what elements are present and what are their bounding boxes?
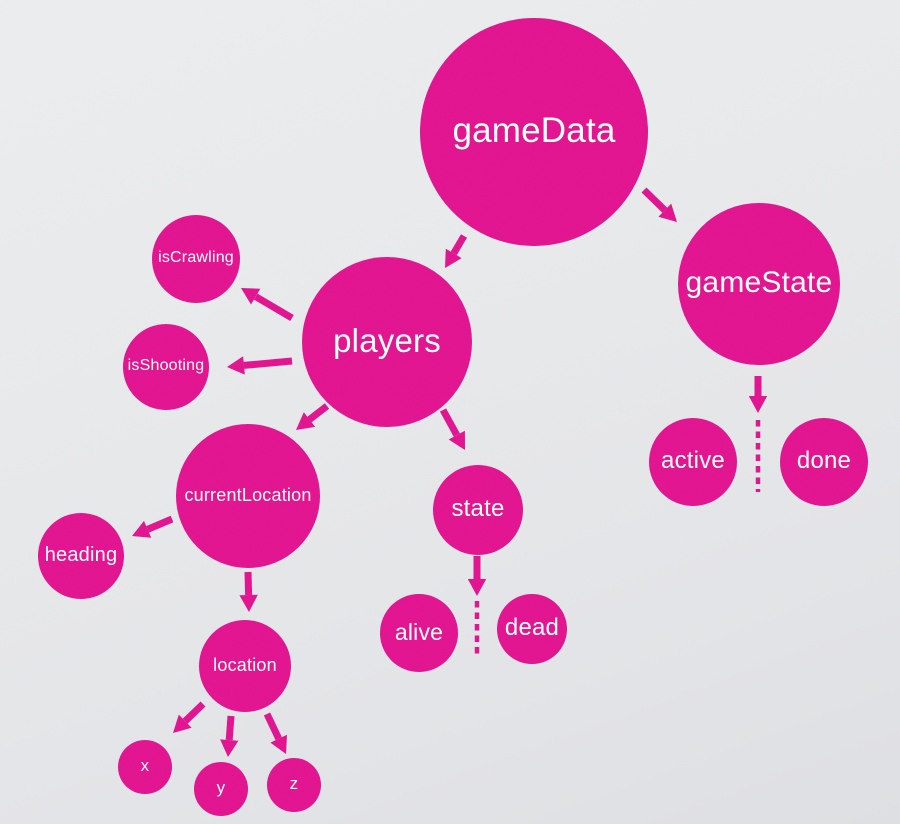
node-isShooting: isShooting bbox=[123, 324, 209, 410]
node-isCrawling: isCrawling bbox=[152, 215, 240, 303]
node-label-players: players bbox=[333, 321, 441, 359]
node-players: players bbox=[302, 257, 472, 427]
node-currentLocation: currentLocation bbox=[176, 424, 320, 568]
node-label-state: state bbox=[451, 495, 505, 523]
edge-arrow-location-x bbox=[173, 701, 206, 733]
node-gameState: gameState bbox=[678, 203, 840, 365]
node-label-gameState: gameState bbox=[685, 266, 833, 300]
node-active: active bbox=[649, 418, 737, 506]
node-gameData: gameData bbox=[420, 18, 648, 246]
edge-arrow-gameState-values bbox=[748, 376, 768, 413]
edge-arrow-location-y bbox=[220, 715, 239, 757]
node-dead: dead bbox=[497, 594, 567, 664]
node-y: y bbox=[194, 762, 248, 816]
node-label-heading: heading bbox=[44, 543, 118, 566]
edge-arrow-gameData-gameState bbox=[641, 187, 677, 222]
edge-arrow-players-isCrawling bbox=[241, 288, 294, 322]
node-label-y: y bbox=[216, 778, 226, 798]
node-label-x: x bbox=[140, 756, 150, 776]
node-label-isShooting: isShooting bbox=[127, 356, 205, 374]
edge-arrow-gameData-players bbox=[445, 234, 468, 268]
edge-arrow-currentLocation-location bbox=[239, 571, 258, 612]
node-label-gameData: gameData bbox=[452, 110, 616, 150]
node-label-dead: dead bbox=[504, 614, 560, 642]
node-label-location: location bbox=[213, 654, 277, 675]
edge-arrow-players-isShooting bbox=[227, 356, 293, 375]
node-label-currentLocation: currentLocation bbox=[184, 484, 312, 505]
node-alive: alive bbox=[380, 594, 458, 672]
node-done: done bbox=[780, 418, 868, 506]
node-label-isCrawling: isCrawling bbox=[158, 248, 234, 266]
edge-arrow-players-state bbox=[439, 408, 465, 450]
node-label-alive: alive bbox=[394, 618, 444, 645]
edge-arrow-players-currentLocation bbox=[296, 403, 330, 430]
edge-arrow-currentLocation-heading bbox=[132, 515, 174, 538]
node-z: z bbox=[267, 758, 321, 812]
edge-arrow-state-values bbox=[467, 556, 487, 596]
node-label-active: active bbox=[661, 447, 725, 475]
edge-arrow-location-z bbox=[263, 712, 287, 754]
node-state: state bbox=[433, 465, 523, 555]
node-location: location bbox=[199, 620, 291, 712]
node-heading: heading bbox=[38, 513, 124, 599]
node-label-done: done bbox=[796, 447, 852, 475]
node-x: x bbox=[118, 740, 172, 794]
node-label-z: z bbox=[289, 774, 299, 794]
